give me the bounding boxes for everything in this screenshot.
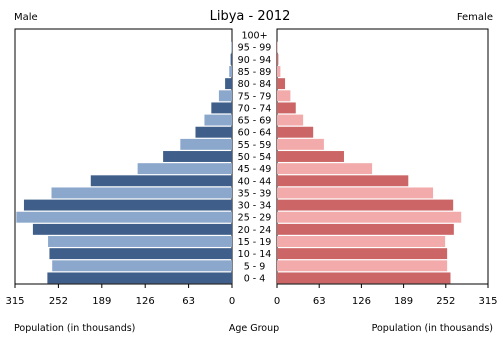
- age-group-label: 35 - 39: [238, 188, 272, 199]
- male-x-tick-label: 0: [229, 296, 235, 307]
- female-x-tick-label: 315: [478, 296, 497, 307]
- female-bar: [277, 211, 462, 223]
- female-label: Female: [457, 12, 493, 23]
- female-x-tick-label: 63: [313, 296, 326, 307]
- female-bar: [277, 41, 278, 53]
- age-group-label: 25 - 29: [238, 213, 272, 224]
- age-group-label: 45 - 49: [238, 164, 272, 175]
- male-x-tick-label: 189: [92, 296, 111, 307]
- male-bar: [163, 151, 232, 162]
- age-group-label: 40 - 44: [238, 176, 272, 187]
- age-group-label: 10 - 14: [238, 249, 272, 260]
- age-group-label: 75 - 79: [238, 91, 272, 102]
- male-bar: [231, 41, 232, 53]
- male-bar: [204, 114, 232, 126]
- male-bar: [180, 138, 232, 150]
- female-bar: [277, 102, 296, 114]
- female-bar: [277, 163, 373, 175]
- female-bar: [277, 175, 409, 187]
- x-axis-label-right: Population (in thousands): [372, 323, 493, 334]
- male-bar: [218, 90, 232, 102]
- male-bar: [16, 211, 232, 223]
- female-x-tick-label: 252: [436, 296, 455, 307]
- male-bar: [195, 126, 232, 138]
- age-group-label: 15 - 19: [238, 237, 272, 248]
- female-x-tick-label: 189: [394, 296, 413, 307]
- female-bar: [277, 187, 434, 199]
- age-group-label: 90 - 94: [238, 55, 272, 66]
- male-bar: [90, 175, 233, 187]
- female-bar: [277, 248, 448, 260]
- male-bar: [229, 66, 232, 77]
- male-bar: [211, 102, 232, 114]
- male-bar: [49, 248, 232, 260]
- male-bar: [230, 53, 232, 65]
- male-bar: [23, 199, 233, 211]
- female-bar: [277, 223, 454, 235]
- male-bar: [52, 260, 233, 272]
- female-bar: [277, 53, 279, 65]
- x-axis-label-left: Population (in thousands): [14, 323, 135, 334]
- female-bar: [277, 126, 314, 138]
- male-bar: [32, 223, 233, 235]
- female-bar: [277, 260, 448, 272]
- female-bar: [277, 114, 304, 126]
- female-x-tick-label: 0: [274, 296, 280, 307]
- age-group-label: 95 - 99: [238, 43, 272, 54]
- age-group-label: 55 - 59: [238, 140, 272, 151]
- male-bar: [48, 236, 232, 247]
- female-bar: [277, 66, 281, 77]
- age-group-label: 85 - 89: [238, 67, 272, 78]
- female-bar: [277, 151, 344, 162]
- female-bar: [277, 272, 451, 284]
- male-label: Male: [14, 12, 38, 23]
- age-group-label: 80 - 84: [238, 79, 272, 90]
- male-x-tick-label: 126: [136, 296, 155, 307]
- female-bar: [277, 138, 324, 150]
- female-x-tick-label: 126: [352, 296, 371, 307]
- female-bar: [277, 90, 291, 102]
- age-group-label: 50 - 54: [238, 152, 272, 163]
- chart-title: Libya - 2012: [210, 9, 291, 24]
- male-bar: [225, 78, 232, 90]
- age-group-label: 0 - 4: [244, 273, 266, 284]
- female-bar: [277, 78, 286, 90]
- male-x-tick-label: 63: [182, 296, 195, 307]
- age-group-label: 70 - 74: [238, 103, 272, 114]
- x-axis-label-center: Age Group: [229, 323, 279, 334]
- age-group-label: 65 - 69: [238, 116, 272, 127]
- male-bar: [137, 163, 232, 175]
- male-bar: [47, 272, 232, 284]
- male-bar: [51, 187, 233, 199]
- age-group-label: 60 - 64: [238, 128, 272, 139]
- female-bar: [277, 236, 446, 247]
- age-group-label: 100+: [241, 31, 267, 42]
- age-group-label: 5 - 9: [244, 261, 266, 272]
- age-group-label: 30 - 34: [238, 201, 272, 212]
- male-x-tick-label: 315: [5, 296, 24, 307]
- male-x-tick-label: 252: [49, 296, 68, 307]
- age-group-label: 20 - 24: [238, 225, 272, 236]
- female-bar: [277, 199, 454, 211]
